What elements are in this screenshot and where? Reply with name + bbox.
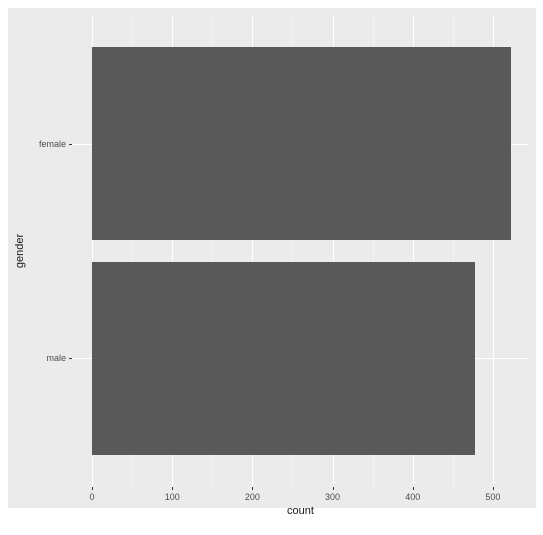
bar-female [92, 47, 511, 240]
x-tick-mark [413, 487, 414, 490]
x-tick-label: 200 [245, 492, 260, 502]
plot-panel [72, 15, 529, 487]
y-axis-title: gender [14, 234, 26, 268]
x-tick-label: 300 [325, 492, 340, 502]
bar-male [92, 262, 475, 455]
x-tick-mark [333, 487, 334, 490]
chart-figure: gender count 0 100 200 300 400 500 male female [0, 0, 543, 535]
x-tick-mark [493, 487, 494, 490]
x-tick-label: 400 [405, 492, 420, 502]
x-axis-title: count [72, 505, 529, 517]
y-tick-mark [69, 358, 72, 359]
x-tick-mark [172, 487, 173, 490]
y-tick-label: male [46, 353, 66, 363]
y-tick-label: female [39, 139, 66, 149]
x-tick-label: 100 [165, 492, 180, 502]
y-tick-mark [69, 144, 72, 145]
x-tick-label: 0 [90, 492, 95, 502]
x-tick-mark [92, 487, 93, 490]
x-tick-label: 500 [485, 492, 500, 502]
x-tick-mark [252, 487, 253, 490]
